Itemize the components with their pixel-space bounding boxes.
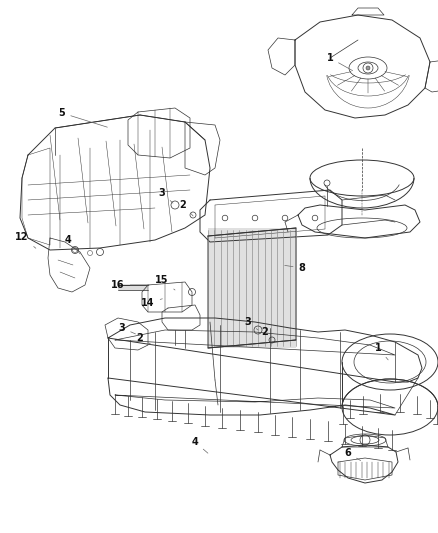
Text: 12: 12 (15, 232, 36, 248)
Text: 14: 14 (141, 298, 162, 308)
Text: 3: 3 (119, 323, 135, 334)
Text: 15: 15 (155, 275, 175, 290)
Text: 5: 5 (59, 108, 107, 127)
Bar (118, 284, 148, 291)
Text: 4: 4 (65, 235, 80, 254)
Text: 6: 6 (345, 448, 360, 461)
Text: 1: 1 (327, 53, 353, 71)
Text: 16: 16 (111, 280, 149, 290)
Text: 2: 2 (137, 333, 152, 345)
Text: 3: 3 (159, 188, 173, 203)
Text: 1: 1 (374, 343, 388, 360)
Text: 2: 2 (261, 327, 273, 342)
Text: 4: 4 (192, 437, 208, 453)
Bar (208, 228, 296, 348)
Text: 2: 2 (180, 200, 193, 216)
Text: 8: 8 (285, 263, 305, 273)
Text: 3: 3 (245, 317, 258, 330)
Circle shape (366, 66, 370, 70)
